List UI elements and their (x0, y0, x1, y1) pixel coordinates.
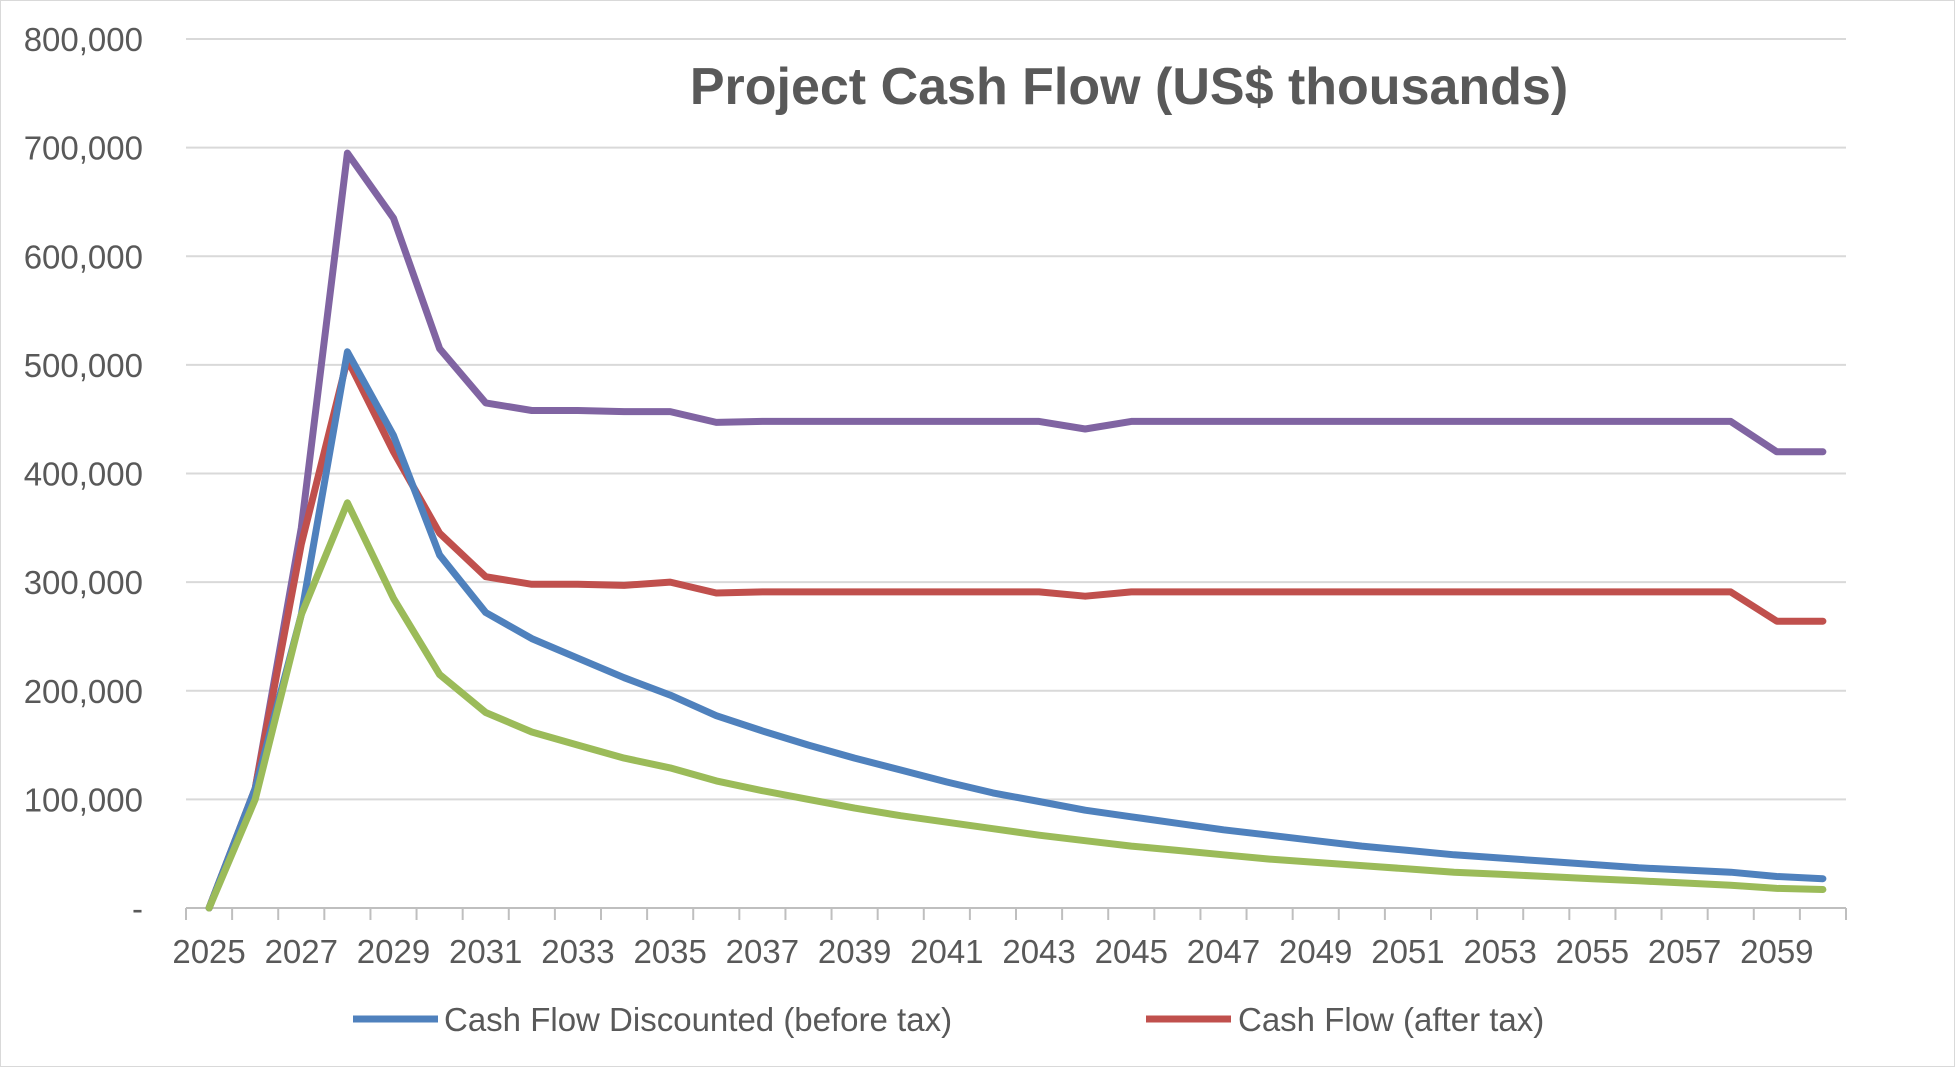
y-tick-label: - (132, 890, 143, 927)
y-tick-label: 800,000 (24, 21, 143, 58)
x-tick-label: 2025 (172, 933, 245, 970)
chart-title: Project Cash Flow (US$ thousands) (690, 58, 1568, 116)
y-tick-label: 100,000 (24, 781, 143, 818)
x-tick-label: 2029 (357, 933, 430, 970)
x-tick-label: 2035 (633, 933, 706, 970)
series-line (205, 355, 1827, 912)
legend-label: Cash Flow (after tax) (1238, 1001, 1544, 1038)
x-tick-label: 2043 (1002, 933, 1075, 970)
x-tick-label: 2045 (1095, 933, 1168, 970)
x-tick-label: 2057 (1648, 933, 1721, 970)
y-tick-label: 500,000 (24, 347, 143, 384)
y-tick-label: 300,000 (24, 564, 143, 601)
y-tick-label: 700,000 (24, 130, 143, 167)
y-axis-ticks: - 100,000 200,000 300,000 400,000 500,000 600,… (24, 21, 143, 927)
series-line (205, 499, 1827, 912)
x-axis-ticks: 2025 2027 2029 2031 2033 2035 2037 2039 2041 2043… (172, 933, 1813, 970)
x-tick-label: 2049 (1279, 933, 1352, 970)
x-tick-label: 2033 (541, 933, 614, 970)
y-tick-label: 400,000 (24, 456, 143, 493)
x-tick-label: 2047 (1187, 933, 1260, 970)
x-tick-label: 2039 (818, 933, 891, 970)
legend: Cash Flow Discounted (before tax) Cash Fl… (353, 1001, 1544, 1038)
x-tick-label: 2031 (449, 933, 522, 970)
x-tick-label: 2041 (910, 933, 983, 970)
series-line (205, 348, 1827, 912)
series-lines (205, 149, 1827, 912)
legend-label: Cash Flow Discounted (before tax) (444, 1001, 952, 1038)
x-tick-label: 2059 (1740, 933, 1813, 970)
y-tick-label: 200,000 (24, 673, 143, 710)
x-tick-label: 2055 (1556, 933, 1629, 970)
series-line (205, 149, 1827, 912)
x-tick-label: 2027 (265, 933, 338, 970)
x-tick-label: 2051 (1371, 933, 1444, 970)
x-tick-label: 2037 (726, 933, 799, 970)
x-tick-label: 2053 (1463, 933, 1536, 970)
y-tick-label: 600,000 (24, 238, 143, 275)
x-axis (185, 907, 1847, 920)
